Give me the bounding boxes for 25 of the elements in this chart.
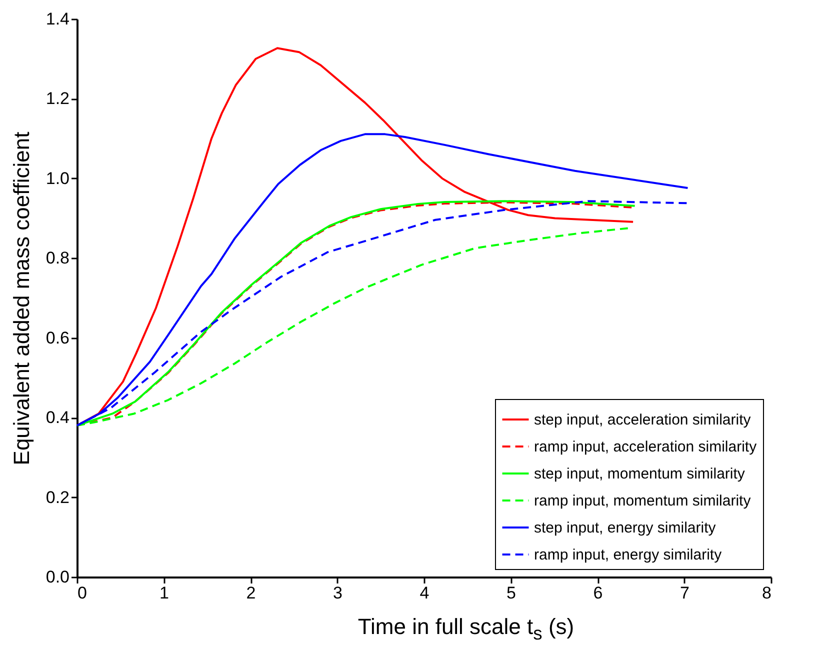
y-tick-label: 0.0 [46,568,70,586]
y-tick-label: 1.0 [46,168,70,188]
x-tick-label: 5 [506,584,516,602]
y-tick-label: 0.6 [46,328,70,348]
x-tick-label: 2 [246,584,256,602]
x-tick-label: 7 [680,584,690,602]
y-tick-label: 1.2 [46,89,70,108]
y-tick-label: 1.4 [46,10,70,28]
x-tick-label: 0 [78,584,87,602]
x-tick-label: 3 [333,584,342,602]
legend-label: ramp input, momentum similarity [534,492,752,510]
legend-label: step input, acceleration similarity [534,412,752,428]
legend-label: ramp input, acceleration similarity [534,438,758,456]
x-tick-label: 4 [420,584,430,602]
legend-label: step input, momentum similarity [534,466,746,482]
x-tick-label: 8 [762,584,772,602]
x-tick-label: 6 [593,584,603,602]
y-tick-label: 0.4 [46,408,70,428]
y-tick-label: 0.2 [46,488,70,507]
y-axis-title: Equivalent added mass coefficient [8,132,34,466]
x-axis-title: Time in full scale t$_{s}$ (s) [356,614,576,644]
y-tick-label: 0.8 [46,248,70,268]
x-tick-label: 1 [160,584,169,602]
legend-label: step input, energy similarity [534,520,716,536]
legend-label: ramp input, energy similarity [534,546,722,564]
